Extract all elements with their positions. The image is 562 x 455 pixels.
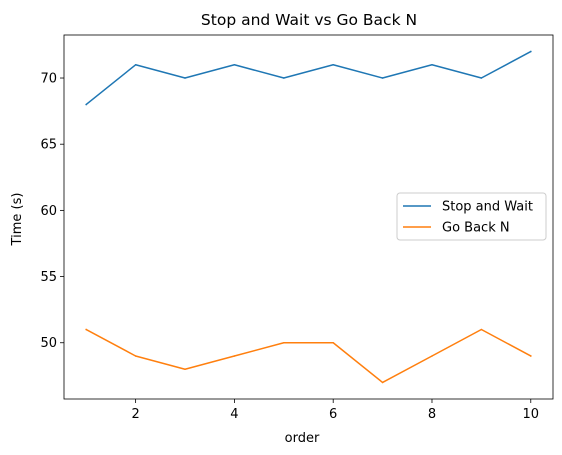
data-point-stop-and-wait xyxy=(332,64,334,66)
x-tick-label: 8 xyxy=(428,407,436,422)
data-point-stop-and-wait xyxy=(381,77,384,79)
data-point-stop-and-wait xyxy=(85,103,87,106)
x-axis: 2 4 6 8 10 xyxy=(131,399,539,422)
data-point-stop-and-wait xyxy=(283,77,285,79)
data-point-go-back-n xyxy=(480,328,483,331)
data-point-stop-and-wait xyxy=(480,77,483,79)
data-point-stop-and-wait xyxy=(431,64,433,66)
y-tick-label: 55 xyxy=(40,270,57,285)
data-point-stop-and-wait xyxy=(184,77,186,79)
y-axis-label: Time (s) xyxy=(10,193,25,247)
y-tick-label: 65 xyxy=(40,138,57,153)
data-point-go-back-n xyxy=(233,355,236,357)
chart-title: Stop and Wait vs Go Back N xyxy=(201,11,417,29)
y-tick-label: 50 xyxy=(40,336,57,351)
y-tick-label: 70 xyxy=(40,72,57,87)
data-point-go-back-n xyxy=(530,355,532,357)
data-point-go-back-n xyxy=(85,328,87,331)
data-point-go-back-n xyxy=(184,368,186,370)
data-point-go-back-n xyxy=(431,355,433,357)
data-point-stop-and-wait xyxy=(134,64,137,66)
series-line-go-back-n xyxy=(85,328,532,384)
x-tick-label: 10 xyxy=(522,407,539,422)
x-tick-label: 6 xyxy=(329,407,337,422)
data-point-go-back-n xyxy=(332,341,334,344)
x-axis-label: order xyxy=(285,431,320,446)
legend-label-go-back-n: Go Back N xyxy=(442,221,510,236)
data-point-go-back-n xyxy=(381,381,384,384)
plot-area xyxy=(63,34,554,400)
x-tick-label: 4 xyxy=(230,407,238,422)
x-tick-label: 2 xyxy=(131,407,139,422)
data-point-go-back-n xyxy=(134,355,137,357)
y-tick-label: 60 xyxy=(40,204,57,219)
y-axis: 50 55 60 65 70 xyxy=(40,72,64,351)
data-point-go-back-n xyxy=(283,341,285,344)
data-point-stop-and-wait xyxy=(530,50,532,53)
legend-box xyxy=(396,192,547,241)
legend: Stop and Wait Go Back N xyxy=(396,192,547,241)
data-point-stop-and-wait xyxy=(233,64,236,66)
series-line-stop-and-wait xyxy=(85,50,532,106)
plot-frame xyxy=(63,34,554,400)
legend-label-stop-and-wait: Stop and Wait xyxy=(442,200,533,215)
